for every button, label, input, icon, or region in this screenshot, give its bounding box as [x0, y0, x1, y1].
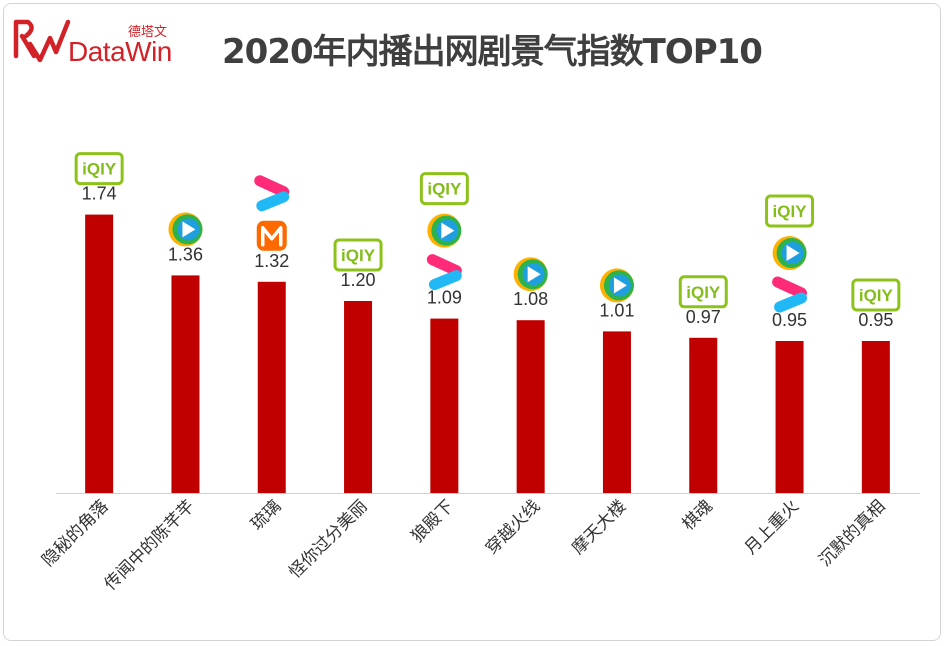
chart-frame [3, 3, 941, 641]
youku-logo-icon [426, 254, 462, 291]
logo-chinese-text: 德塔文 [128, 25, 168, 40]
youku-logo-icon [772, 276, 808, 313]
value-label-9: 0.95 [772, 310, 807, 330]
bars-group [85, 214, 890, 493]
category-label-8: 棋魂 [679, 496, 717, 534]
platform-icons-group: iQIY iQIY iQIY iQIY iQIY iQIY [74, 152, 901, 313]
tencent-logo-icon [772, 236, 807, 270]
iqiyi-logo-icon: iQIY [74, 152, 124, 186]
bar-7 [602, 331, 631, 493]
bar-9 [775, 341, 804, 493]
iqiyi-logo-icon: iQIY [678, 275, 728, 309]
iqiyi-logo-text: iQIY [859, 286, 894, 305]
iqiyi-logo-text: iQIY [773, 202, 808, 221]
value-label-3: 1.32 [254, 251, 289, 271]
youku-logo-icon [254, 175, 290, 212]
iqiyi-logo-icon: iQIY [333, 238, 383, 272]
iqiyi-logo-icon: iQIY [419, 172, 469, 206]
iqiyi-logo-icon: iQIY [851, 278, 901, 312]
iqiyi-logo-icon: iQIY [765, 194, 815, 228]
chart-title: 2020年内播出网剧景气指数TOP10 [222, 32, 763, 72]
category-label-9: 月上重火 [741, 496, 803, 558]
category-label-4: 怪你过分美丽 [285, 496, 371, 582]
category-label-5: 狼殿下 [408, 496, 458, 546]
bar-2 [171, 275, 200, 493]
category-label-6: 穿越火线 [482, 496, 544, 558]
category-label-3: 琉璃 [247, 496, 285, 534]
mango-logo-icon [256, 220, 287, 251]
tencent-logo-icon [427, 213, 462, 248]
value-label-10: 0.95 [858, 310, 893, 330]
value-labels-group: 1.74 1.36 1.32 1.20 1.09 1.08 1.01 0.97 0.95 0.95 [82, 184, 894, 330]
bar-6 [516, 320, 545, 493]
tencent-logo-icon [168, 212, 203, 247]
bar-5 [430, 318, 459, 493]
tencent-logo-icon [599, 268, 634, 303]
value-label-6: 1.08 [513, 289, 548, 309]
iqiyi-logo-text: iQIY [341, 246, 376, 265]
iqiyi-logo-text: iQIY [82, 160, 117, 179]
value-label-5: 1.09 [427, 288, 462, 308]
datawin-logo: 德塔文 DataWin [12, 16, 182, 67]
value-label-4: 1.20 [341, 270, 376, 290]
category-label-2: 传闻中的陈芊芊 [101, 496, 199, 594]
iqiyi-logo-text: iQIY [686, 283, 721, 302]
value-label-2: 1.36 [168, 244, 203, 264]
bar-1 [85, 214, 114, 493]
value-label-1: 1.74 [82, 184, 117, 204]
datawin-logo-icon [13, 19, 71, 63]
bar-3 [257, 281, 286, 493]
bar-10 [861, 341, 890, 493]
tencent-logo-icon [513, 257, 548, 292]
category-label-7: 摩天大楼 [568, 496, 630, 558]
category-label-10: 沉默的真相 [815, 496, 889, 570]
bar-8 [689, 337, 718, 493]
logo-english-text: DataWin [68, 36, 172, 67]
value-label-8: 0.97 [686, 307, 721, 327]
iqiyi-logo-text: iQIY [427, 180, 462, 199]
bar-4 [344, 301, 373, 493]
value-label-7: 1.01 [599, 300, 634, 320]
category-label-1: 隐秘的角落 [38, 496, 112, 570]
